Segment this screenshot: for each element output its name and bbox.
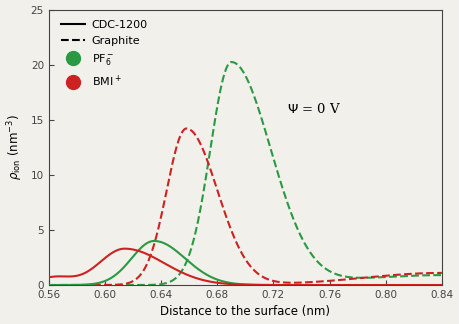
X-axis label: Distance to the surface (nm): Distance to the surface (nm)	[160, 306, 330, 318]
Y-axis label: $\rho_{\mathrm{ion}}$ (nm$^{-3}$): $\rho_{\mathrm{ion}}$ (nm$^{-3}$)	[6, 114, 25, 180]
Legend: CDC-1200, Graphite, PF$_6^-$, BMI$^+$: CDC-1200, Graphite, PF$_6^-$, BMI$^+$	[58, 18, 150, 91]
Text: $\mathit{\Psi}$ = 0 V: $\mathit{\Psi}$ = 0 V	[287, 102, 342, 116]
